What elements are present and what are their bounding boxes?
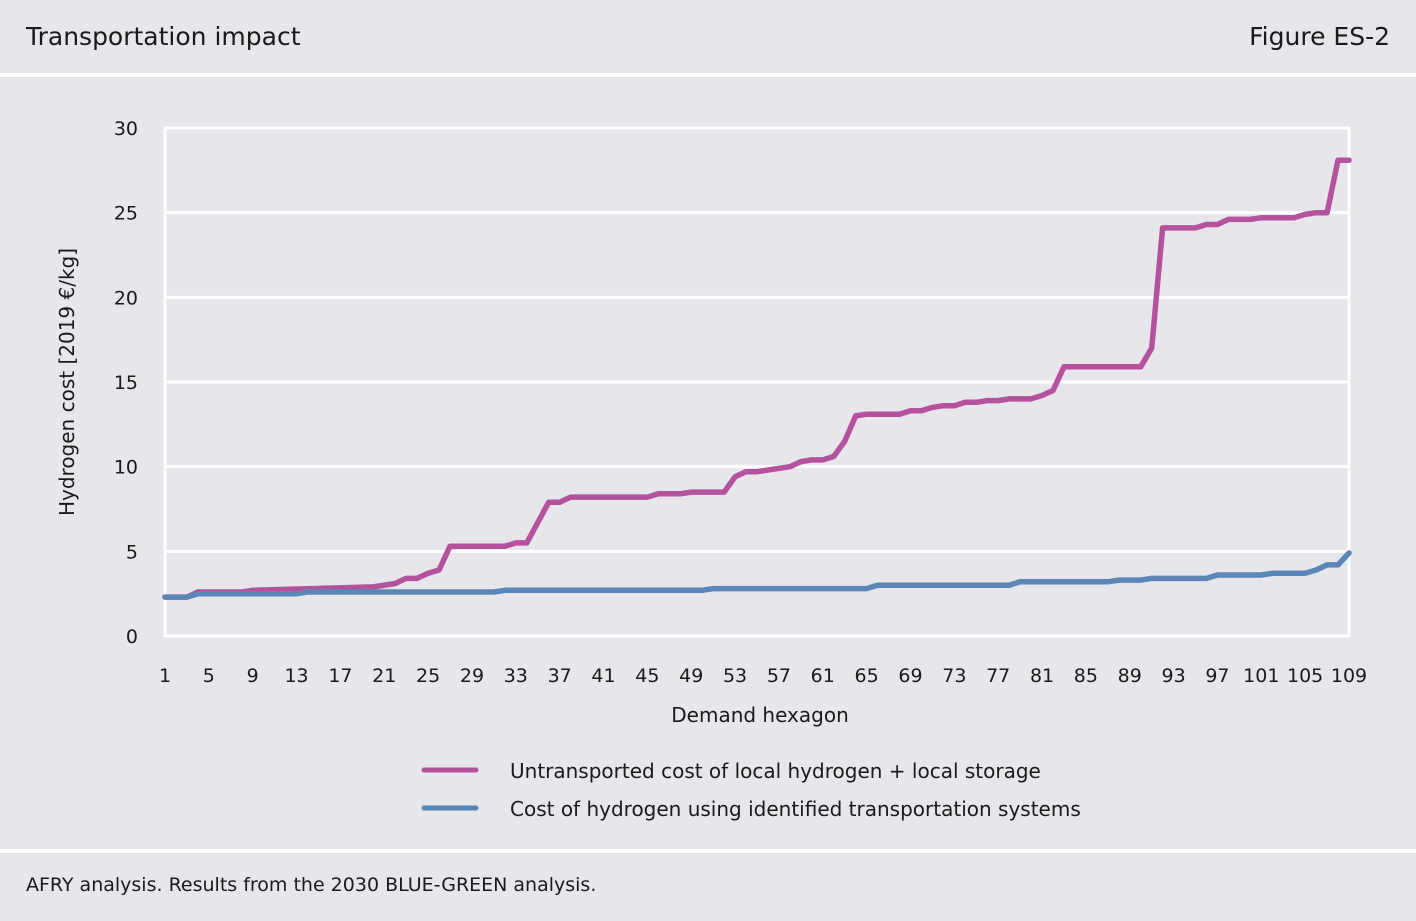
y-tick-10: 10 (114, 457, 138, 479)
x-tick-61: 61 (811, 665, 835, 687)
y-tick-0: 0 (126, 626, 138, 648)
x-tick-109: 109 (1331, 665, 1367, 687)
x-tick-45: 45 (635, 665, 659, 687)
x-tick-labels: 1 5 9 13 17 21 25 29 33 37 41 45 49 53 57 61 65 69 73 77 81 8… (159, 665, 1367, 687)
header: Transportation impact Figure ES-2 (0, 0, 1416, 74)
x-tick-77: 77 (986, 665, 1010, 687)
x-tick-1: 1 (159, 665, 171, 687)
y-tick-30: 30 (114, 118, 138, 140)
x-tick-105: 105 (1287, 665, 1323, 687)
legend-label-untransported: Untransported cost of local hydrogen + l… (510, 759, 1041, 783)
series-line-1 (162, 550, 1352, 600)
x-tick-85: 85 (1074, 665, 1098, 687)
top-divider (0, 73, 1416, 77)
x-tick-93: 93 (1161, 665, 1185, 687)
legend-label-transported: Cost of hydrogen using identified transp… (510, 797, 1081, 821)
y-axis-label: Hydrogen cost [2019 €/kg] (55, 248, 79, 516)
figure-number: Figure ES-2 (1249, 22, 1390, 51)
bottom-divider (0, 849, 1416, 853)
grid-lines (165, 211, 1349, 553)
y-tick-labels: 0 5 10 15 20 25 30 (114, 118, 138, 648)
x-tick-89: 89 (1118, 665, 1142, 687)
y-tick-15: 15 (114, 372, 138, 394)
x-tick-49: 49 (679, 665, 703, 687)
x-tick-57: 57 (767, 665, 791, 687)
series-lines (162, 157, 1352, 600)
x-tick-97: 97 (1205, 665, 1229, 687)
x-tick-9: 9 (247, 665, 259, 687)
series-line-0 (162, 157, 1352, 600)
x-tick-81: 81 (1030, 665, 1054, 687)
x-tick-41: 41 (591, 665, 615, 687)
x-tick-29: 29 (460, 665, 484, 687)
page-title: Transportation impact (26, 22, 301, 51)
x-tick-73: 73 (942, 665, 966, 687)
x-tick-53: 53 (723, 665, 747, 687)
y-tick-5: 5 (126, 541, 138, 563)
y-tick-20: 20 (114, 287, 138, 309)
x-tick-33: 33 (504, 665, 528, 687)
x-tick-37: 37 (548, 665, 572, 687)
x-tick-17: 17 (328, 665, 352, 687)
source-note: AFRY analysis. Results from the 2030 BLU… (26, 874, 597, 896)
x-tick-25: 25 (416, 665, 440, 687)
x-tick-65: 65 (855, 665, 879, 687)
legend: Untransported cost of local hydrogen + l… (421, 759, 1081, 821)
x-tick-13: 13 (284, 665, 308, 687)
x-tick-21: 21 (372, 665, 396, 687)
x-tick-5: 5 (203, 665, 215, 687)
x-tick-101: 101 (1243, 665, 1279, 687)
x-axis-label: Demand hexagon (671, 703, 849, 727)
y-tick-25: 25 (114, 203, 138, 225)
x-tick-69: 69 (898, 665, 922, 687)
